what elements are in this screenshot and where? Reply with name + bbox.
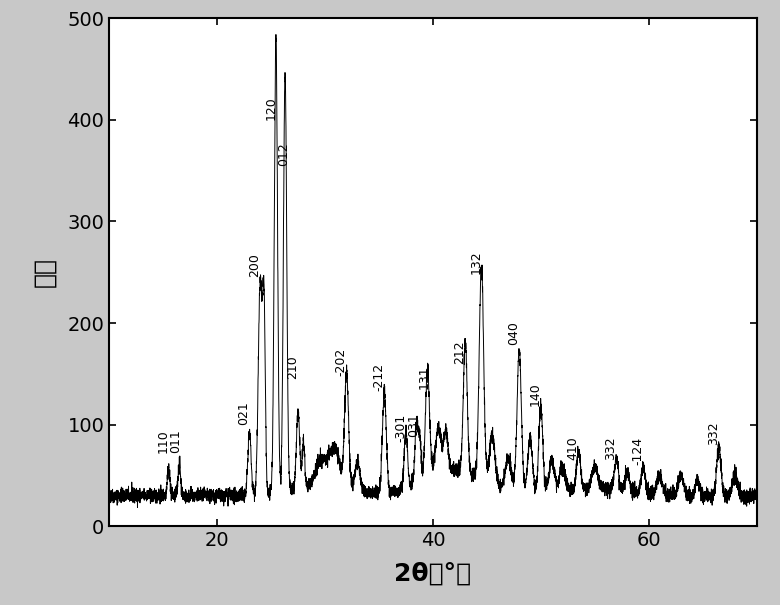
Text: 332: 332 [707, 422, 720, 445]
Text: -202: -202 [335, 348, 348, 376]
Text: 012: 012 [278, 142, 290, 166]
Text: 200: 200 [248, 253, 261, 277]
Text: 120: 120 [264, 96, 278, 120]
Text: 332: 332 [604, 437, 618, 460]
Text: 021: 021 [238, 401, 250, 425]
Text: 011: 011 [169, 430, 183, 453]
Text: 212: 212 [453, 340, 466, 364]
Text: 110: 110 [157, 430, 170, 453]
Text: 410: 410 [567, 437, 580, 460]
Text: 040: 040 [507, 321, 520, 345]
X-axis label: 2θ（°）: 2θ（°） [395, 561, 471, 585]
Text: 031: 031 [407, 413, 420, 437]
Text: -212: -212 [373, 363, 385, 391]
Text: -124: -124 [632, 437, 644, 465]
Text: 131: 131 [418, 365, 431, 389]
Text: 140: 140 [529, 383, 542, 407]
Text: -301: -301 [394, 414, 407, 442]
Y-axis label: 强度: 强度 [32, 257, 56, 287]
Text: 132: 132 [470, 250, 483, 274]
Text: 210: 210 [286, 355, 300, 379]
